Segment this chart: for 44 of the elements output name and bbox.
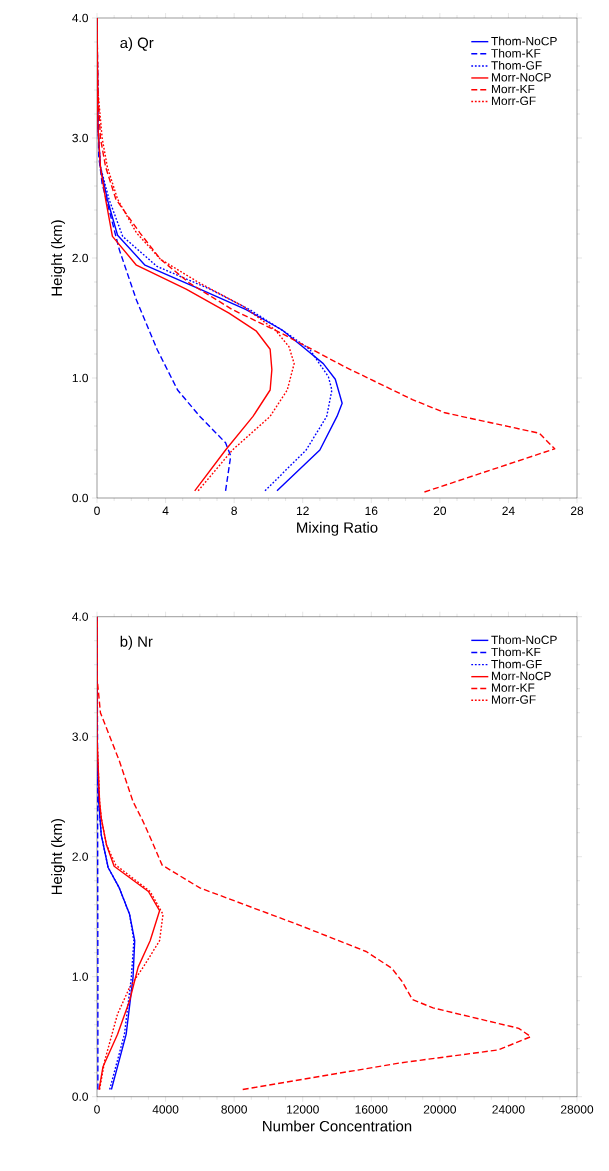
- y-tick-label: 1.0: [72, 972, 89, 981]
- x-tick-label: 28: [570, 506, 584, 515]
- y-tick-label: 4.0: [72, 612, 89, 621]
- y-tick-label: 0.0: [72, 493, 89, 503]
- x-tick-label: 16: [365, 506, 378, 515]
- x-tick-label: 24000: [492, 1105, 525, 1114]
- x-tick-label: 12000: [287, 1105, 319, 1114]
- y-tick-label: 3.0: [72, 133, 89, 143]
- x-tick-label: 8000: [221, 1105, 247, 1114]
- text: b) Nr: [120, 635, 153, 650]
- x-axis-title: Mixing Ratio: [297, 521, 378, 536]
- legend-label: Thom-GF: [491, 60, 542, 70]
- legend-label: Morr-KF: [491, 683, 535, 692]
- x-tick-label: 20000: [423, 1105, 457, 1114]
- x-tick-label: 8: [231, 506, 237, 515]
- legend-label: Thom-KF: [491, 48, 541, 58]
- legend-label: Thom-NoCP: [491, 635, 557, 645]
- x-tick-label: 0: [94, 506, 100, 515]
- y-axis-title: Height (km): [51, 819, 66, 895]
- x-tick-label: 4: [162, 506, 169, 515]
- legend-label: Morr-NoCP: [491, 73, 551, 82]
- legend-label: Thom-NoCP: [491, 36, 557, 46]
- legend-label: Morr-KF: [491, 84, 535, 94]
- y-tick-label: 4.0: [72, 13, 89, 23]
- y-tick-label: 3.0: [72, 732, 89, 741]
- x-axis-title: Number Concentration: [263, 1120, 412, 1132]
- legend-label: Morr-GF: [491, 96, 536, 106]
- x-tick-label: 28000: [560, 1105, 594, 1114]
- y-tick-label: 2.0: [72, 253, 89, 263]
- legend-label: Thom-KF: [491, 647, 541, 657]
- x-tick-label: 20: [433, 506, 447, 515]
- legend-label: Thom-GF: [491, 659, 542, 669]
- x-tick-label: 24: [502, 506, 515, 515]
- y-tick-label: 1.0: [72, 373, 89, 383]
- legend-label: Morr-NoCP: [491, 671, 551, 681]
- x-tick-label: 4000: [152, 1105, 179, 1114]
- x-tick-label: 12: [296, 506, 309, 515]
- y-tick-label: 2.0: [72, 852, 89, 861]
- y-axis-title: Height (km): [51, 220, 66, 296]
- y-tick-label: 0.0: [72, 1092, 89, 1101]
- text: a) Qr: [120, 37, 154, 52]
- legend-label: Morr-GF: [491, 695, 536, 704]
- x-tick-label: 0: [94, 1105, 100, 1114]
- x-tick-label: 16000: [355, 1105, 388, 1114]
